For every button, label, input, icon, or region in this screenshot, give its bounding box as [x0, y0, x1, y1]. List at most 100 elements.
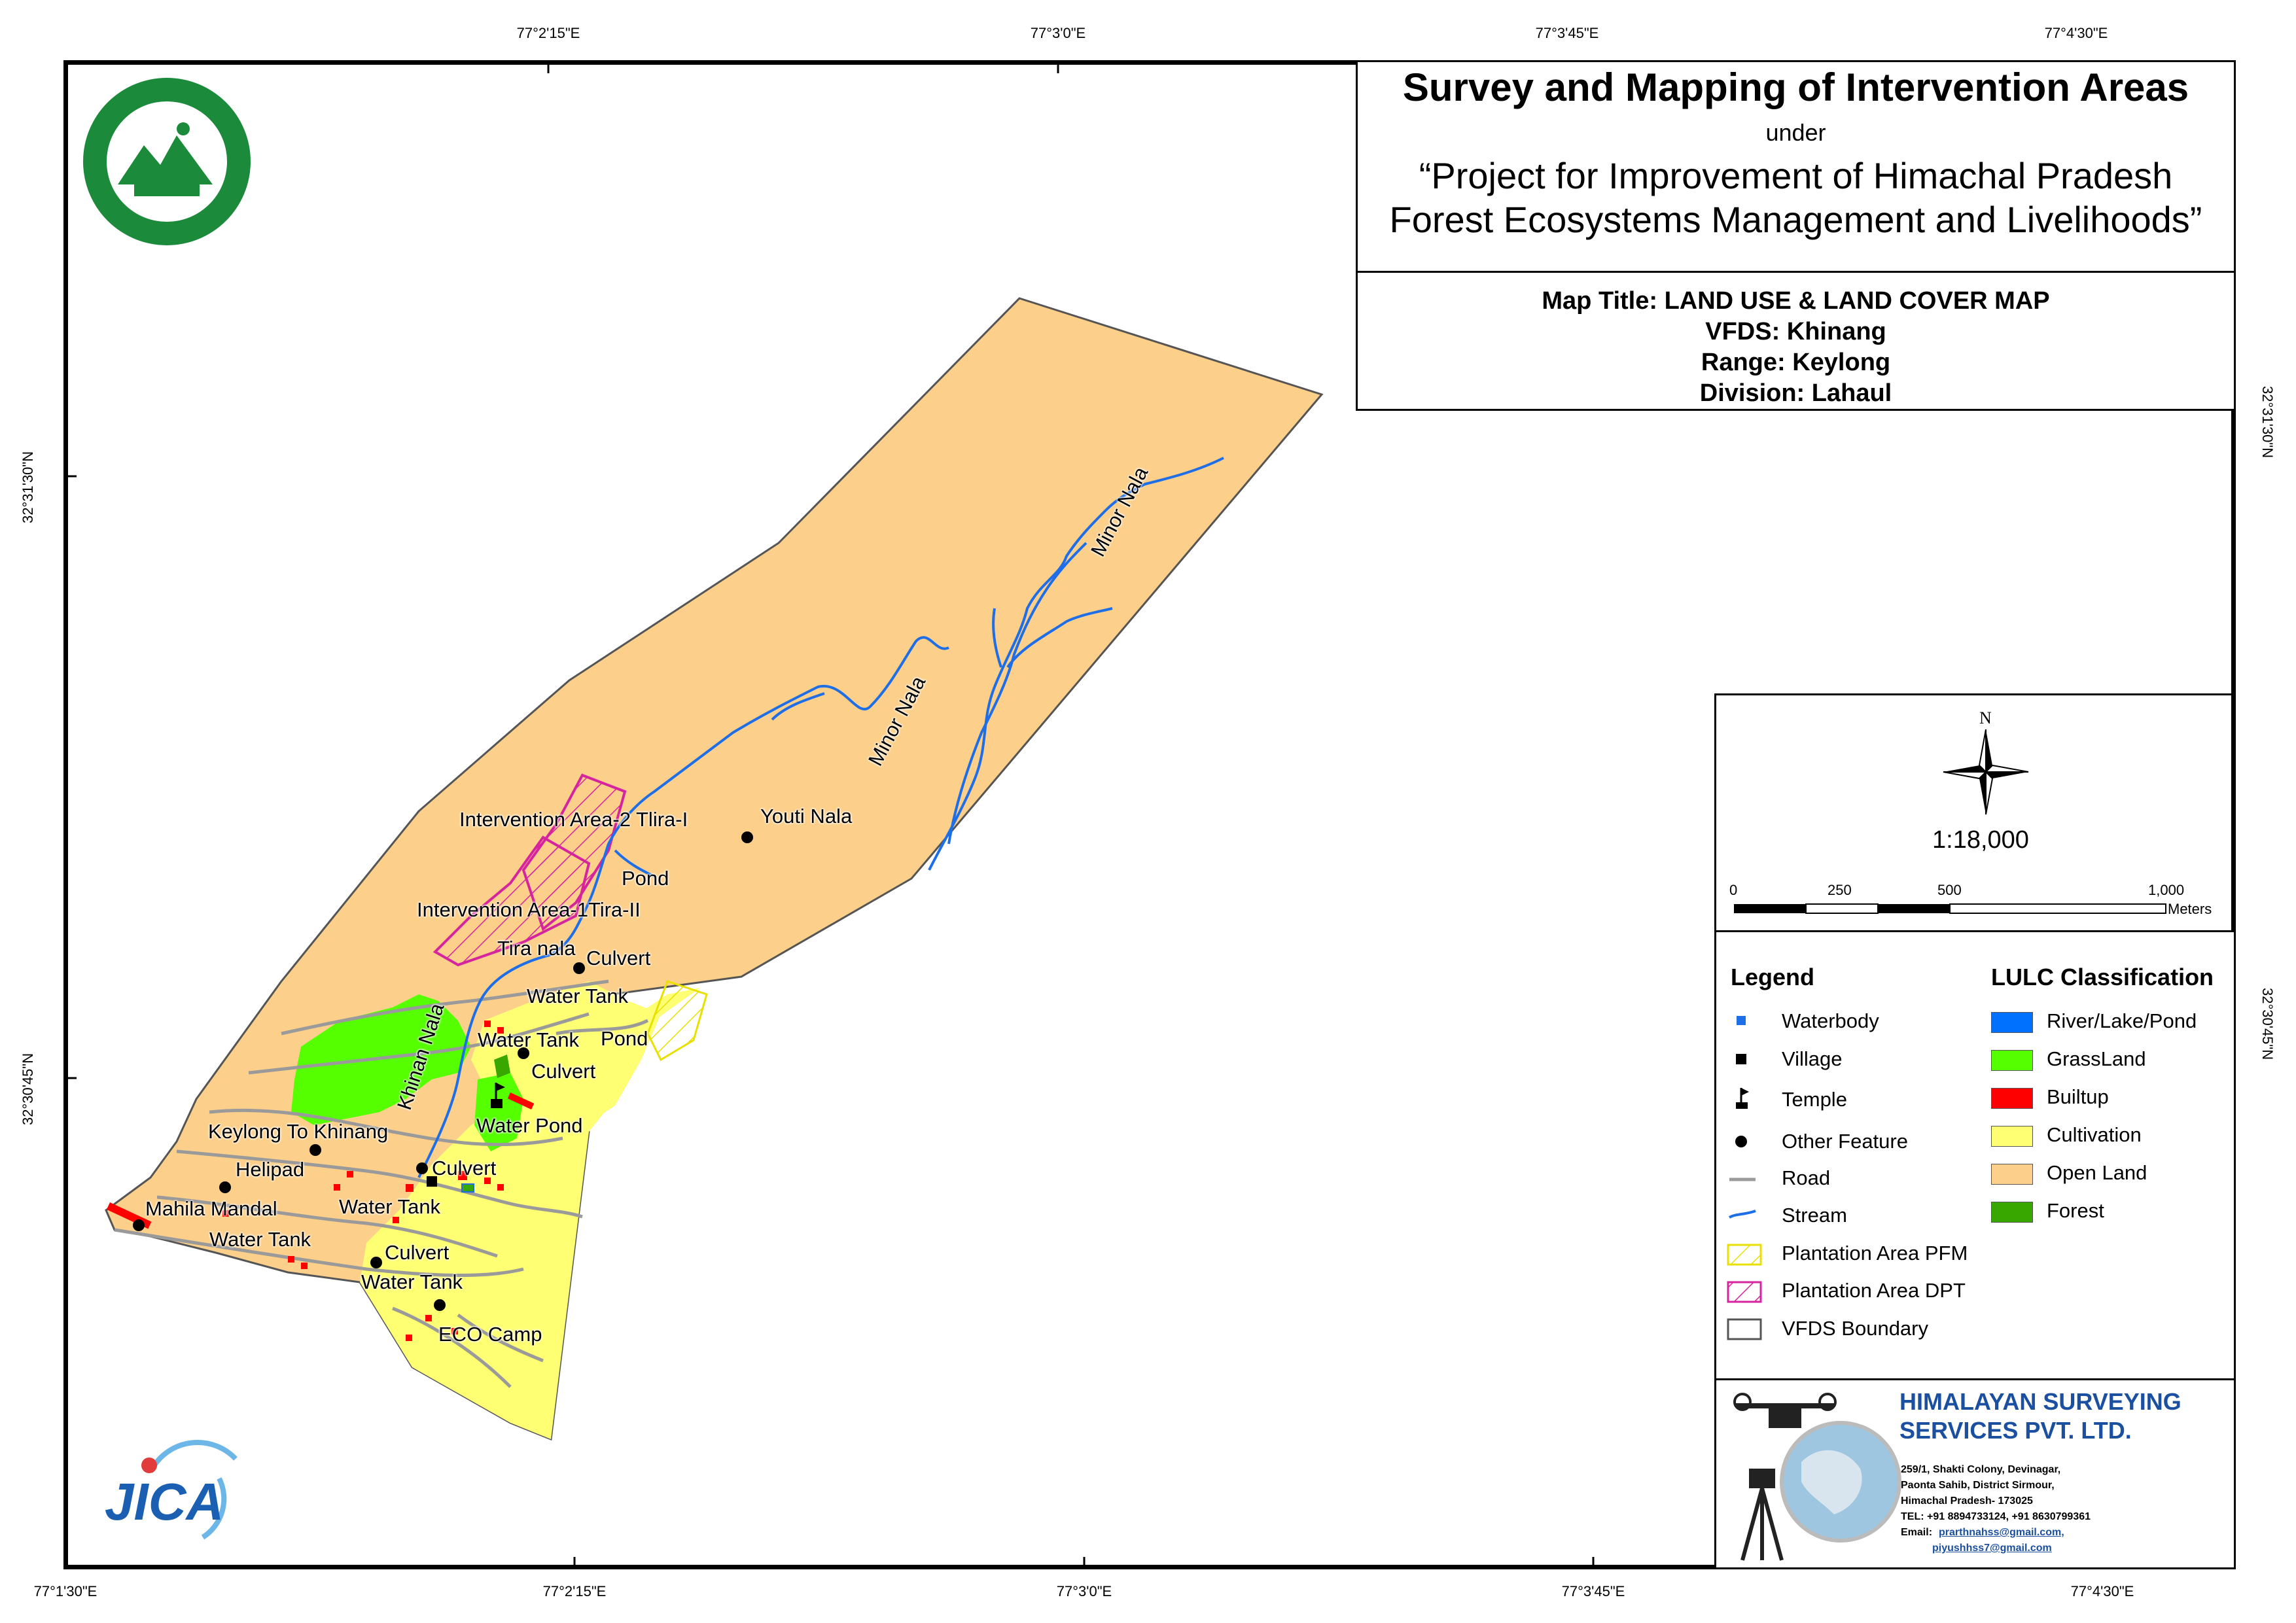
map-main-title: Survey and Mapping of Intervention Areas [1402, 65, 2189, 109]
label-eco-camp: ECO Camp [438, 1323, 542, 1346]
scale-tick-250: 250 [1828, 882, 1852, 898]
label-intervention-area-1: Intervention Area-1Tira-II [417, 898, 641, 921]
surveying-equipment-icon [1733, 1393, 1901, 1561]
label-culvert-2: Culvert [531, 1060, 596, 1083]
legend-item-village: Village [1782, 1047, 1843, 1070]
scale-tick-0: 0 [1729, 882, 1738, 898]
label-water-tank-2: Water Tank [478, 1028, 580, 1051]
project-title-line2: Forest Ecosystems Management and Livelih… [1389, 199, 2202, 240]
lulc-label-builtup: Builtup [2047, 1085, 2109, 1108]
other-feature-points [133, 831, 753, 1311]
legend-item-waterbody: Waterbody [1782, 1009, 1879, 1032]
legend-item-plantation-dpt: Plantation Area DPT [1782, 1279, 1966, 1302]
label-culvert-1: Culvert [586, 947, 651, 969]
lulc-swatch-river-lake-pond [1991, 1012, 2033, 1033]
legend-box: Legend LULC Classification Waterbody Vil… [1714, 930, 2236, 1380]
label-pond-1: Pond [622, 867, 669, 890]
legend-item-road: Road [1782, 1166, 1831, 1189]
company-email-1[interactable]: prarthnahss@gmail.com, [1939, 1527, 2064, 1538]
plantation-pfm-area [646, 980, 708, 1062]
scale-ratio: 1:18,000 [1932, 826, 2029, 854]
forest-patch [494, 1055, 510, 1078]
label-tira-nala: Tira nala [497, 937, 576, 960]
legend-item-temple: Temple [1782, 1088, 1847, 1111]
label-youti-nala: Youti Nala [760, 805, 853, 828]
company-name-line2: SERVICES PVT. LTD. [1899, 1417, 2132, 1444]
grassland-patch [474, 1073, 523, 1151]
lulc-label-forest: Forest [2047, 1199, 2104, 1222]
forest-department-logo [79, 73, 255, 250]
company-name-line1: HIMALAYAN SURVEYING [1899, 1388, 2181, 1415]
grid-tick-bottom-5: 77°4'30"E [2070, 1583, 2134, 1599]
waterbody-symbol [1737, 1016, 1746, 1025]
lulc-swatch-cultivation [1991, 1126, 2033, 1147]
legend-symbols [1727, 1016, 1762, 1340]
lulc-swatch-grassland [1991, 1050, 2033, 1071]
label-culvert-4: Culvert [385, 1241, 450, 1264]
label-water-pond: Water Pond [476, 1114, 583, 1137]
lulc-label-cultivation: Cultivation [2047, 1123, 2142, 1146]
label-water-tank-3: Water Tank [339, 1195, 441, 1218]
company-email-2[interactable]: piyushhss7@gmail.com [1932, 1543, 2052, 1554]
lulc-title: LULC Classification [1991, 964, 2214, 990]
lulc-swatch-builtup [1991, 1088, 2033, 1109]
grid-tick-top-4: 77°4'30"E [2044, 25, 2108, 41]
label-mahila-mandal: Mahila Mandal [145, 1197, 277, 1220]
label-water-tank-1: Water Tank [527, 985, 629, 1007]
scale-tick-500: 500 [1937, 882, 1962, 898]
label-water-tank-4: Water Tank [209, 1228, 311, 1251]
jica-logo-text: JICA [105, 1473, 224, 1531]
plantation-dpt-legend-symbol [1727, 1281, 1762, 1303]
project-title-line1: “Project for Improvement of Himachal Pra… [1419, 155, 2173, 196]
other-feature-legend-symbol [1735, 1136, 1747, 1147]
north-label: N [1979, 708, 1992, 727]
company-box: HIMALAYAN SURVEYING SERVICES PVT. LTD. 2… [1714, 1378, 2236, 1569]
lulc-label-open-land: Open Land [2047, 1161, 2147, 1184]
company-address-2: Paonta Sahib, District Sirmour, [1901, 1480, 2055, 1491]
map-title-text: Map Title: LAND USE & LAND COVER MAP [1542, 287, 2050, 315]
vfds-text: VFDS: Khinang [1705, 318, 1886, 345]
lulc-swatch-forest [1991, 1202, 2033, 1223]
vfds-boundary-legend-symbol [1727, 1318, 1762, 1340]
legend-title: Legend [1731, 964, 1815, 990]
grid-tick-top-1: 77°2'15"E [516, 25, 580, 41]
grid-tick-top-2: 77°3'0"E [1030, 25, 1086, 41]
water-pond-symbol [461, 1183, 474, 1193]
legend-item-stream: Stream [1782, 1204, 1847, 1227]
division-text: Division: Lahaul [1699, 379, 1892, 407]
scale-tick-1000: 1,000 [2148, 882, 2185, 898]
label-intervention-area-2: Intervention Area-2 Tlira-I [459, 808, 688, 831]
company-address-1: 259/1, Shakti Colony, Devinagar, [1901, 1464, 2061, 1475]
label-culvert-3: Culvert [432, 1157, 497, 1179]
title-box: Survey and Mapping of Intervention Areas… [1356, 60, 2236, 273]
north-arrow-icon [1943, 729, 2029, 815]
label-water-tank-5: Water Tank [361, 1270, 463, 1293]
road-network [114, 979, 649, 1388]
temple-legend-symbol [1736, 1088, 1749, 1109]
label-keylong-to-khinang: Keylong To Khinang [208, 1120, 389, 1143]
company-telephone: TEL: +91 8894733124, +91 8630799361 [1901, 1511, 2091, 1522]
grid-tick-bottom-2: 77°2'15"E [542, 1583, 607, 1599]
range-text: Range: Keylong [1701, 349, 1891, 376]
label-helipad: Helipad [236, 1158, 305, 1181]
legend-item-other-feature: Other Feature [1782, 1130, 1908, 1153]
jica-logo: JICA [105, 1433, 249, 1550]
map-info-box: Map Title: LAND USE & LAND COVER MAP VFD… [1356, 271, 2236, 411]
legend-item-vfds-boundary: VFDS Boundary [1782, 1317, 1928, 1340]
stream-network [417, 457, 1224, 1178]
plantation-pfm-legend-symbol [1727, 1244, 1762, 1266]
temple-symbol [491, 1083, 505, 1108]
cultivation-area [360, 988, 700, 1439]
grid-tick-bottom-4: 77°3'45"E [1561, 1583, 1625, 1599]
north-scale-box: N 1:18,000 0 250 500 1,000 Meters [1714, 693, 2236, 932]
grid-tick-top-3: 77°3'45"E [1535, 25, 1599, 41]
grid-tick-bottom-3: 77°3'0"E [1056, 1583, 1112, 1599]
grid-tick-bottom-1: 77°1'30"E [33, 1583, 97, 1599]
lulc-swatch-open-land [1991, 1164, 2033, 1185]
title-under: under [1765, 119, 1826, 146]
label-pond-2: Pond [601, 1027, 648, 1050]
lulc-label-grassland: GrassLand [2047, 1047, 2146, 1070]
scale-bar [1734, 903, 2166, 914]
company-email-label: Email: [1901, 1527, 1933, 1538]
